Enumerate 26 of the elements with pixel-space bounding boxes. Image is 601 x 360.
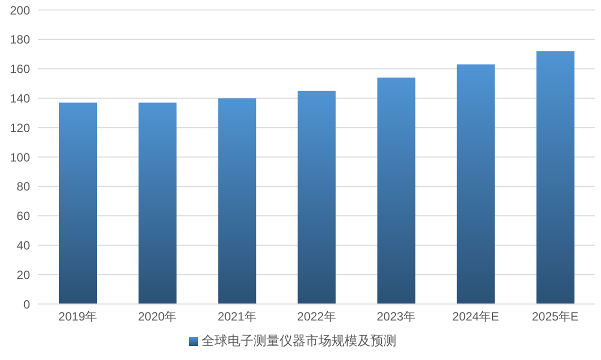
bar xyxy=(377,78,416,304)
legend-label: 全球电子测量仪器市场规模及预测 xyxy=(202,333,396,348)
x-tick-label: 2020年 xyxy=(138,310,177,324)
bar xyxy=(59,102,97,304)
bar xyxy=(456,64,495,304)
x-tick-label: 2025年E xyxy=(532,310,579,324)
y-tick-label: 0 xyxy=(23,297,30,312)
bar xyxy=(218,98,256,304)
x-tick-label: 2019年 xyxy=(58,310,98,324)
y-tick-label: 140 xyxy=(10,91,30,106)
bar xyxy=(536,51,574,304)
x-tick-label: 2021年 xyxy=(218,310,256,324)
bar xyxy=(298,90,336,304)
y-tick-label: 180 xyxy=(10,32,30,47)
y-tick-label: 40 xyxy=(16,238,30,252)
y-tick-label: 120 xyxy=(10,120,30,135)
y-tick-label: 160 xyxy=(10,62,30,76)
y-tick-label: 80 xyxy=(16,180,30,194)
y-tick-label: 200 xyxy=(10,3,30,18)
x-tick-label: 2024年E xyxy=(452,310,499,324)
x-tick-label: 2023年 xyxy=(376,310,416,324)
y-tick-label: 100 xyxy=(10,150,30,164)
bar xyxy=(138,102,177,304)
y-tick-label: 20 xyxy=(16,268,30,282)
y-tick-label: 60 xyxy=(16,209,30,224)
x-tick-label: 2022年 xyxy=(297,310,336,324)
